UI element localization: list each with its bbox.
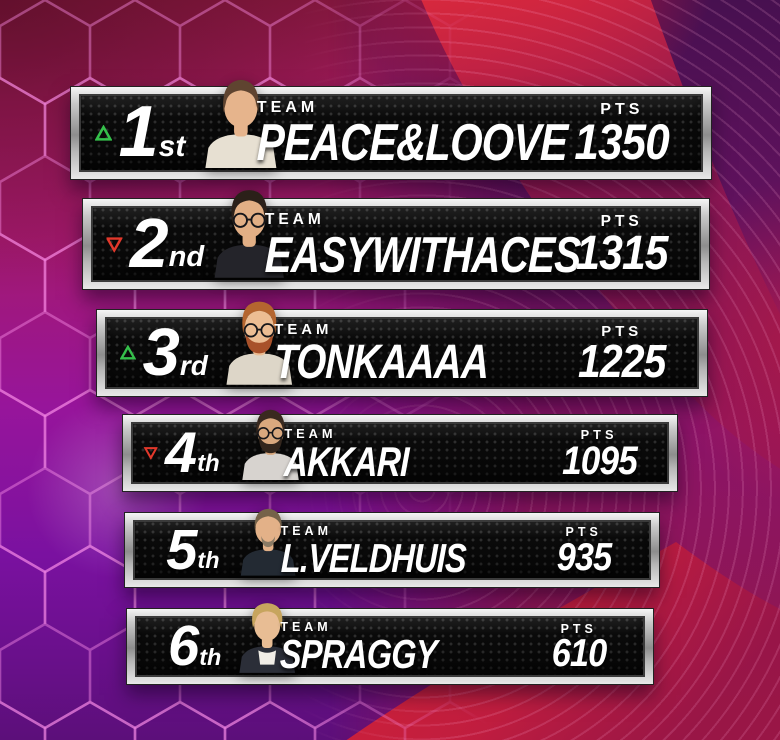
rank-suffix: st: [158, 129, 186, 163]
team-label: TEAM: [256, 99, 319, 117]
pts-value: 1350: [574, 114, 670, 170]
player-photo: [206, 596, 328, 673]
rank-suffix: th: [197, 450, 220, 478]
rank-number: 5: [166, 517, 197, 581]
pts-label: PTS: [560, 621, 597, 636]
team-name: TONKAAAA: [273, 334, 490, 389]
pts-label: PTS: [600, 212, 643, 230]
points-block: PTS 1095: [540, 422, 658, 484]
rank-suffix: nd: [168, 240, 205, 273]
team-block: TEAM AKKARI: [283, 422, 440, 485]
team-name: SPRAGGY: [279, 631, 438, 678]
team-label: TEAM: [280, 523, 332, 538]
points-block: PTS 610: [523, 616, 635, 677]
player-photo: [166, 70, 316, 168]
rank-suffix: th: [199, 643, 222, 670]
team-label: TEAM: [280, 620, 332, 635]
pts-label: PTS: [601, 323, 643, 340]
pts-label: PTS: [580, 427, 618, 443]
trend-icon: [119, 345, 136, 361]
team-block: TEAM EASYWITHACES: [264, 206, 659, 283]
points-block: PTS 935: [527, 520, 641, 580]
team-label: TEAM: [284, 425, 337, 441]
pts-label: PTS: [565, 525, 602, 540]
team-block: TEAM L.VELDHUIS: [279, 520, 512, 581]
team-name: AKKARI: [283, 437, 410, 485]
team-block: TEAM PEACE&LOOVE: [256, 94, 645, 173]
player-photo: [188, 294, 331, 385]
player-photo: [176, 182, 322, 278]
rank-suffix: rd: [179, 349, 208, 381]
points-block: PTS 1225: [556, 317, 687, 389]
pts-value: 610: [551, 632, 607, 676]
player-photo: [206, 402, 335, 480]
team-name: PEACE&LOOVE: [256, 114, 568, 173]
team-name: EASYWITHACES: [264, 225, 582, 283]
rank-number: 3: [142, 315, 180, 391]
pts-label: PTS: [600, 101, 644, 118]
rank-number: 4: [165, 420, 197, 485]
rank-number: 1: [118, 92, 159, 173]
team-label: TEAM: [274, 321, 333, 338]
player-photo: [206, 500, 330, 576]
pts-value: 935: [556, 535, 612, 579]
pts-value: 1315: [575, 225, 668, 280]
points-block: PTS 1315: [555, 206, 689, 282]
rank-number: 2: [129, 204, 169, 283]
trend-icon: [106, 236, 123, 253]
rank-number: 6: [168, 614, 199, 678]
team-block: TEAM TONKAAAA: [274, 317, 542, 389]
pts-value: 1095: [561, 438, 638, 483]
pts-value: 1225: [578, 334, 666, 387]
team-block: TEAM SPRAGGY: [280, 616, 476, 677]
team-label: TEAM: [264, 210, 325, 228]
team-name: L.VELDHUIS: [279, 534, 467, 581]
trend-icon: [144, 446, 159, 460]
rank-suffix: th: [197, 547, 220, 574]
points-block: PTS 1350: [553, 94, 690, 172]
trend-icon: [94, 124, 112, 142]
